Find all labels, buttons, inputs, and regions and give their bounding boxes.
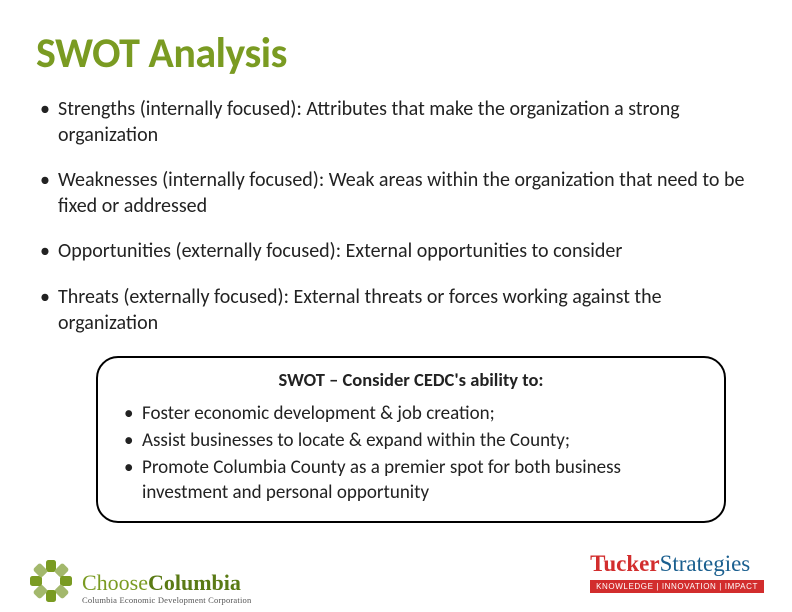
slide-footer: ChooseColumbia Columbia Economic Develop… [0, 524, 792, 604]
list-item: •Foster economic development & job creat… [142, 401, 698, 426]
list-item: •Assist businesses to locate & expand wi… [142, 428, 698, 453]
logo-word-choose: Choose [82, 570, 148, 595]
page-title: SWOT Analysis [36, 28, 756, 79]
list-item: Opportunities (externally focused): Exte… [58, 239, 756, 265]
tucker-strategies-logo: TuckerStrategies KNOWLEDGE | INNOVATION … [590, 552, 764, 594]
choose-columbia-text: ChooseColumbia Columbia Economic Develop… [82, 572, 251, 605]
logo-subline: Columbia Economic Development Corporatio… [82, 596, 251, 605]
callout-item-text: Foster economic development & job creati… [142, 402, 495, 425]
choose-columbia-logo: ChooseColumbia Columbia Economic Develop… [28, 558, 251, 604]
list-item: Weaknesses (internally focused): Weak ar… [58, 168, 756, 219]
swot-list: Strengths (internally focused): Attribut… [36, 97, 756, 336]
flower-icon [28, 558, 74, 604]
callout-item-text: Promote Columbia County as a premier spo… [142, 456, 621, 504]
callout-list: •Foster economic development & job creat… [124, 401, 698, 505]
list-item: Strengths (internally focused): Attribut… [58, 97, 756, 148]
logo-word-columbia: Columbia [148, 570, 241, 595]
list-item: •Promote Columbia County as a premier sp… [142, 455, 698, 505]
slide: SWOT Analysis Strengths (internally focu… [0, 0, 792, 612]
logo-word-tucker: Tucker [590, 551, 659, 576]
logo-tagline: KNOWLEDGE | INNOVATION | IMPACT [590, 580, 764, 593]
list-item: Threats (externally focused): External t… [58, 285, 756, 336]
callout-title: SWOT – Consider CEDC's ability to: [124, 368, 698, 391]
logo-word-strategies: Strategies [660, 551, 751, 576]
callout-item-text: Assist businesses to locate & expand wit… [142, 429, 570, 452]
callout-box: SWOT – Consider CEDC's ability to: •Fost… [96, 356, 726, 523]
